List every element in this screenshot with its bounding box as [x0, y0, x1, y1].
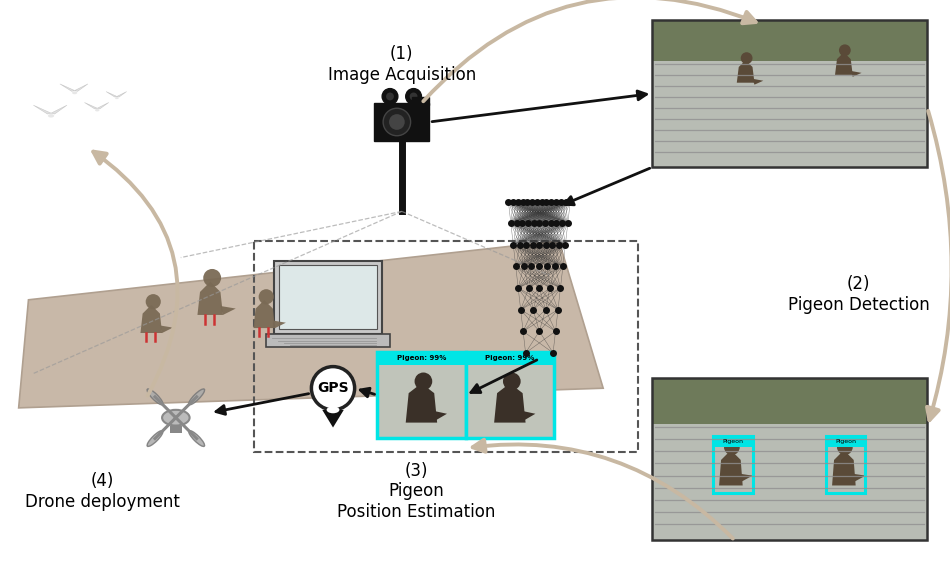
- Ellipse shape: [72, 91, 77, 94]
- Circle shape: [145, 294, 161, 309]
- Circle shape: [382, 89, 398, 105]
- Polygon shape: [522, 411, 536, 421]
- Polygon shape: [752, 79, 763, 85]
- Polygon shape: [198, 282, 223, 315]
- Bar: [275, 261, 382, 334]
- Polygon shape: [740, 474, 752, 482]
- Bar: [653, 61, 927, 167]
- Bar: [411, 98, 429, 105]
- Polygon shape: [75, 84, 88, 91]
- Circle shape: [837, 439, 853, 455]
- Polygon shape: [117, 91, 126, 97]
- Text: (4)
Drone deployment: (4) Drone deployment: [25, 472, 180, 511]
- Circle shape: [414, 373, 432, 390]
- Polygon shape: [851, 71, 862, 77]
- Polygon shape: [719, 450, 743, 486]
- Polygon shape: [106, 91, 117, 97]
- Polygon shape: [19, 241, 603, 408]
- Polygon shape: [322, 410, 344, 428]
- Polygon shape: [433, 411, 447, 421]
- Ellipse shape: [189, 431, 204, 446]
- Ellipse shape: [147, 389, 162, 405]
- Text: Pigeon: Pigeon: [835, 438, 856, 444]
- Bar: [255, 241, 637, 452]
- Text: Pigeon: 99%: Pigeon: 99%: [397, 355, 446, 361]
- Polygon shape: [33, 105, 51, 114]
- Bar: [377, 352, 466, 365]
- Polygon shape: [273, 320, 286, 328]
- Circle shape: [409, 93, 417, 101]
- Bar: [170, 425, 181, 433]
- Text: Pigeon: Pigeon: [722, 438, 743, 444]
- Ellipse shape: [48, 114, 54, 118]
- Bar: [653, 20, 927, 61]
- Bar: [377, 352, 466, 438]
- Polygon shape: [494, 383, 525, 423]
- Circle shape: [203, 269, 221, 287]
- Bar: [653, 20, 927, 167]
- Polygon shape: [51, 105, 67, 114]
- Bar: [466, 352, 554, 438]
- Polygon shape: [160, 325, 173, 333]
- Circle shape: [503, 373, 521, 390]
- Polygon shape: [406, 383, 437, 423]
- Circle shape: [724, 439, 740, 455]
- Polygon shape: [141, 305, 162, 333]
- Circle shape: [383, 108, 410, 136]
- Bar: [466, 352, 554, 365]
- Bar: [653, 378, 927, 424]
- Ellipse shape: [115, 97, 119, 99]
- Bar: [266, 334, 390, 347]
- Ellipse shape: [147, 431, 162, 446]
- Ellipse shape: [162, 410, 190, 425]
- Text: (1)
Image Acquisition: (1) Image Acquisition: [328, 45, 476, 83]
- Bar: [279, 265, 377, 329]
- Polygon shape: [220, 306, 236, 315]
- Polygon shape: [97, 102, 108, 109]
- Polygon shape: [254, 300, 276, 328]
- Polygon shape: [85, 102, 97, 109]
- Text: GPS: GPS: [317, 381, 349, 395]
- Bar: [826, 436, 865, 494]
- Circle shape: [258, 289, 274, 304]
- Ellipse shape: [95, 109, 100, 111]
- Bar: [374, 103, 429, 141]
- Circle shape: [406, 89, 422, 105]
- Text: Pigeon: 99%: Pigeon: 99%: [485, 355, 535, 361]
- Polygon shape: [60, 84, 75, 91]
- Circle shape: [389, 114, 405, 130]
- Text: (2)
Pigeon Detection: (2) Pigeon Detection: [788, 275, 929, 314]
- Bar: [826, 436, 865, 447]
- Polygon shape: [832, 450, 856, 486]
- Polygon shape: [853, 474, 865, 482]
- Circle shape: [741, 52, 752, 64]
- Circle shape: [386, 93, 394, 101]
- Bar: [713, 436, 752, 494]
- Text: (3)
Pigeon
Position Estimation: (3) Pigeon Position Estimation: [337, 462, 496, 521]
- Circle shape: [312, 366, 354, 410]
- Circle shape: [839, 44, 851, 56]
- Bar: [653, 378, 927, 541]
- Polygon shape: [737, 60, 754, 83]
- Bar: [653, 424, 927, 541]
- Ellipse shape: [327, 406, 339, 414]
- Ellipse shape: [189, 389, 204, 405]
- Polygon shape: [835, 52, 853, 75]
- Bar: [713, 436, 752, 447]
